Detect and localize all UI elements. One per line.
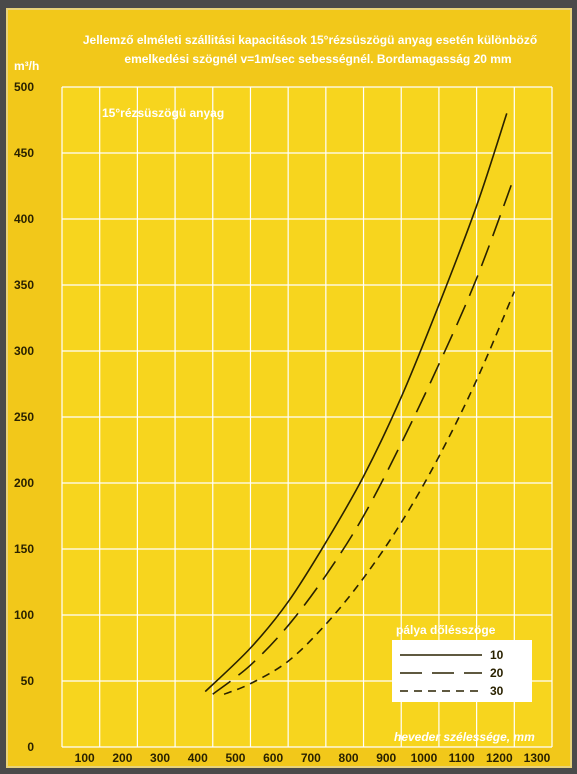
legend-label-30: 30 xyxy=(490,684,504,698)
legend-box xyxy=(392,640,532,702)
x-tick-label: 100 xyxy=(75,751,95,765)
x-tick-label: 300 xyxy=(150,751,170,765)
y-tick-label: 0 xyxy=(27,740,34,754)
x-tick-label: 700 xyxy=(301,751,321,765)
y-tick-label: 50 xyxy=(21,674,35,688)
y-tick-labels: 0 50 100 150 200 250 300 350 400 450 500 xyxy=(14,80,34,754)
x-tick-label: 500 xyxy=(225,751,245,765)
y-tick-label: 150 xyxy=(14,542,34,556)
chart-title-line-2: emelkedési szögnél v=1m/sec sebességnél.… xyxy=(124,52,511,66)
legend: 10 20 30 xyxy=(400,648,504,698)
legend-label-20: 20 xyxy=(490,666,504,680)
y-axis-label: m³/h xyxy=(14,59,39,73)
x-tick-label: 1300 xyxy=(524,751,551,765)
y-tick-label: 200 xyxy=(14,476,34,490)
y-tick-label: 300 xyxy=(14,344,34,358)
x-tick-label: 1100 xyxy=(449,751,475,765)
x-tick-label: 900 xyxy=(376,751,396,765)
x-tick-labels: 100 200 300 400 500 600 700 800 900 1000 1100 1200 1… xyxy=(75,751,551,765)
series-lines xyxy=(204,113,516,695)
chart-title-line-1: Jellemző elméleti szállitási kapacitások… xyxy=(83,33,537,47)
x-tick-label: 1200 xyxy=(486,751,513,765)
x-tick-label: 200 xyxy=(112,751,132,765)
material-annotation: 15°rézsüszögü anyag xyxy=(102,106,224,120)
legend-label-10: 10 xyxy=(490,648,504,662)
series-line-30 xyxy=(223,291,516,695)
x-tick-label: 400 xyxy=(188,751,208,765)
x-tick-label: 1000 xyxy=(411,751,438,765)
x-tick-label: 800 xyxy=(339,751,359,765)
y-tick-label: 500 xyxy=(14,80,34,94)
legend-title: pálya dőlésszöge xyxy=(396,623,496,637)
y-tick-label: 400 xyxy=(14,212,34,226)
series-line-10 xyxy=(204,113,508,693)
y-tick-label: 450 xyxy=(14,146,34,160)
series-line-20 xyxy=(212,176,516,695)
y-tick-label: 250 xyxy=(14,410,34,424)
y-tick-label: 350 xyxy=(14,278,34,292)
x-tick-label: 600 xyxy=(263,751,283,765)
y-tick-label: 100 xyxy=(14,608,34,622)
x-axis-label: heveder szélessége, mm xyxy=(394,730,535,744)
grid xyxy=(61,86,553,748)
